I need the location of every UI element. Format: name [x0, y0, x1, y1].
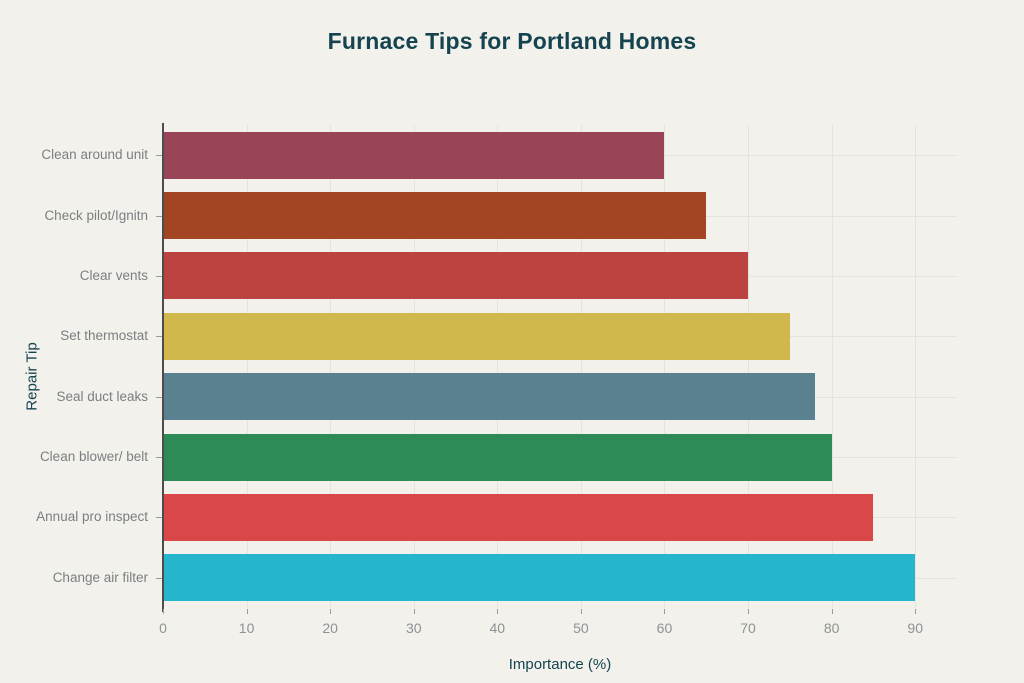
vertical-gridline [580, 125, 582, 608]
x-tick-mark [580, 609, 582, 614]
y-tick-mark [156, 275, 162, 277]
y-tick-mark [156, 215, 162, 217]
x-tick-mark [831, 609, 833, 614]
y-tick-mark [156, 517, 162, 519]
vertical-gridline [246, 125, 248, 608]
x-tick-label: 70 [740, 620, 756, 636]
bar [163, 554, 916, 602]
bar [163, 131, 665, 179]
x-tick-label: 0 [159, 620, 167, 636]
x-tick-label: 30 [405, 620, 422, 636]
category-label: Set thermostat [60, 328, 148, 344]
bar [163, 433, 832, 481]
x-tick-mark [413, 609, 415, 614]
x-tick-label: 90 [907, 620, 923, 636]
bar [163, 252, 749, 300]
y-tick-mark [156, 577, 162, 579]
bar [163, 192, 707, 240]
vertical-gridline [497, 125, 499, 608]
category-label: Clean blower/ belt [39, 449, 148, 465]
x-tick-mark [748, 609, 750, 614]
y-tick-mark [156, 457, 162, 459]
x-tick-mark [163, 609, 164, 614]
x-tick-label: 80 [823, 620, 840, 636]
vertical-gridline [831, 125, 833, 608]
x-tick-label: 60 [656, 620, 673, 636]
y-tick-mark [156, 155, 162, 157]
x-tick-label: 20 [322, 620, 338, 636]
bar [163, 493, 874, 541]
x-tick-mark [246, 609, 248, 614]
x-tick-mark [497, 609, 499, 614]
y-axis-line [162, 123, 164, 612]
vertical-gridline [664, 125, 666, 608]
category-label: Clean around unit [41, 147, 148, 163]
category-label: Clear vents [79, 267, 148, 283]
x-tick-mark [330, 609, 332, 614]
x-tick-label: 50 [573, 620, 589, 636]
y-tick-mark [156, 396, 162, 398]
category-label: Seal duct leaks [56, 388, 148, 404]
vertical-gridline [413, 125, 415, 608]
x-tick-mark [664, 609, 666, 614]
y-tick-mark [156, 336, 162, 338]
x-axis-title: Importance (%) [508, 656, 612, 673]
bar [163, 373, 815, 421]
x-tick-label: 10 [238, 620, 255, 636]
bar [163, 312, 790, 360]
x-tick-mark [915, 609, 917, 614]
vertical-gridline [748, 125, 750, 608]
plot-area [162, 123, 957, 612]
x-tick-label: 40 [489, 620, 506, 636]
category-label: Annual pro inspect [36, 509, 148, 525]
vertical-gridline [915, 125, 917, 608]
vertical-gridline [330, 125, 332, 608]
category-label: Change air filter [52, 569, 148, 585]
category-label: Check pilot/Ignitn [44, 207, 148, 223]
chart-title: Furnace Tips for Portland Homes [327, 28, 697, 54]
